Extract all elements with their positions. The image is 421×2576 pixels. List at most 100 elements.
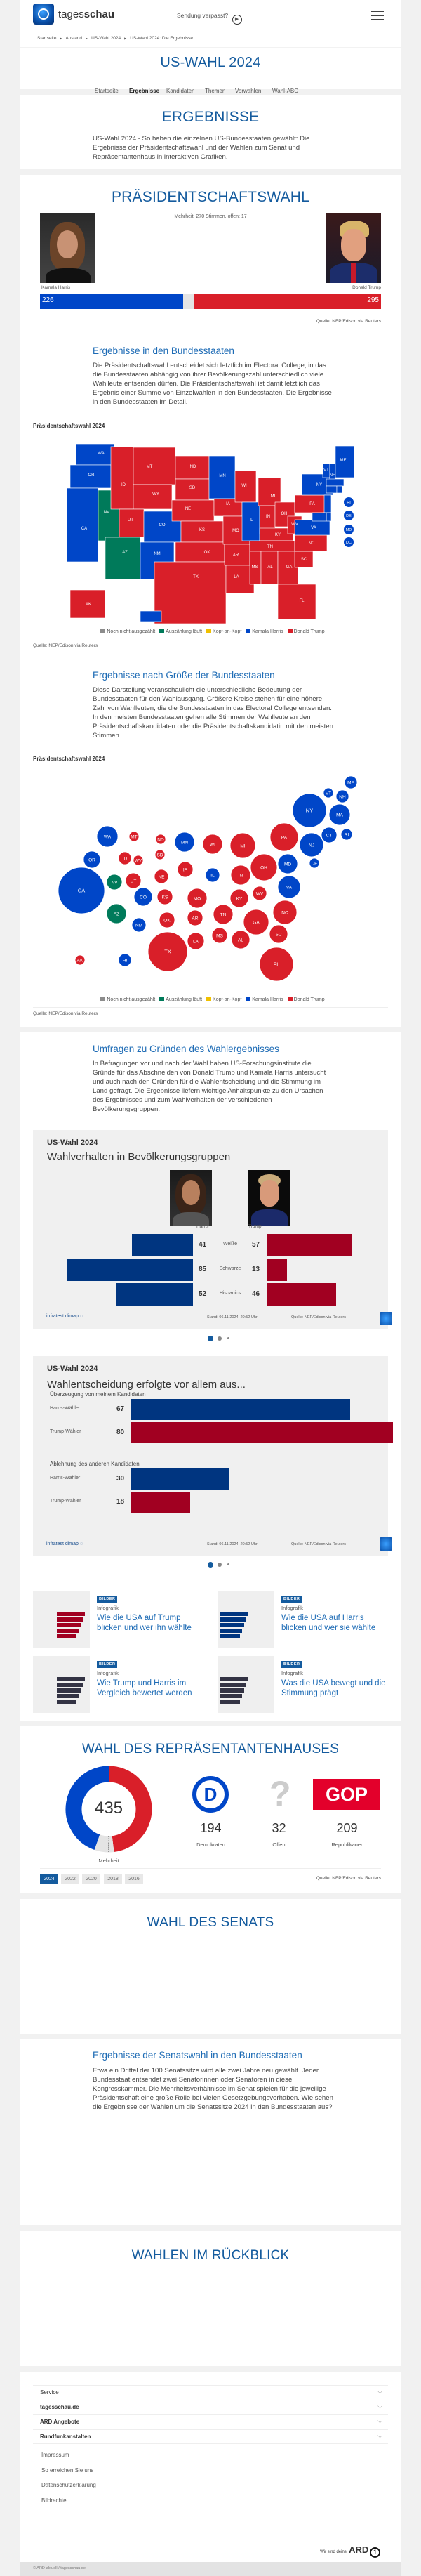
state-LA[interactable]: [225, 565, 255, 594]
bubble-MT[interactable]: [128, 831, 140, 842]
state-IL[interactable]: [241, 501, 260, 541]
bubble-WA[interactable]: [96, 825, 119, 848]
state-RI[interactable]: [336, 485, 343, 494]
dot-1[interactable]: [208, 1336, 213, 1341]
tile-thumbnail[interactable]: [218, 1591, 274, 1648]
state-AR[interactable]: [224, 544, 250, 566]
bubble-NC[interactable]: [272, 900, 298, 925]
state-OK[interactable]: [175, 541, 225, 563]
tab-startseite[interactable]: Startseite: [95, 88, 119, 94]
year-tab-2020[interactable]: 2020: [82, 1874, 100, 1884]
dot-1[interactable]: [208, 1562, 213, 1568]
bubble-NY[interactable]: [292, 793, 327, 828]
bubble-OK[interactable]: [159, 912, 175, 928]
bubble-SD[interactable]: [154, 849, 166, 860]
state-MN[interactable]: [208, 456, 236, 499]
bubble-MA[interactable]: [328, 803, 351, 826]
bubble-UT[interactable]: [125, 872, 142, 889]
tile-thumbnail[interactable]: [218, 1656, 274, 1713]
bubble-TN[interactable]: [213, 904, 234, 925]
bubble-FL[interactable]: [259, 947, 294, 982]
bubble-RI[interactable]: [340, 828, 353, 841]
state-KS[interactable]: [180, 520, 224, 543]
bubble-OR[interactable]: [83, 850, 101, 869]
bubble-WY[interactable]: [133, 855, 144, 866]
footer-link[interactable]: Datenschutzerklärung: [41, 2482, 96, 2488]
tile-title[interactable]: Wie die USA auf Trump blicken und wer ih…: [97, 1614, 192, 1632]
bubble-KY[interactable]: [229, 888, 249, 908]
bubble-IA[interactable]: [177, 861, 194, 878]
state-RI[interactable]: [344, 497, 354, 507]
state-MT[interactable]: [133, 447, 176, 485]
tab-themen[interactable]: Themen: [205, 88, 226, 94]
state-DC[interactable]: [344, 537, 354, 547]
bubble-IN[interactable]: [230, 865, 251, 886]
bubble-NJ[interactable]: [299, 832, 324, 857]
footer-section-0[interactable]: Service ⌵: [33, 2385, 388, 2400]
bubble-AZ[interactable]: [106, 903, 127, 924]
ard-logo[interactable]: Wir sind deins. ARD 1: [320, 2544, 380, 2558]
state-OR[interactable]: [69, 464, 112, 489]
tagesschau-logo[interactable]: [33, 4, 54, 25]
bubble-ME[interactable]: [344, 775, 358, 789]
year-tab-2016[interactable]: 2016: [125, 1874, 143, 1884]
tile-thumbnail[interactable]: [33, 1591, 90, 1648]
state-WI[interactable]: [234, 470, 257, 503]
state-HI[interactable]: [140, 610, 162, 622]
state-ID[interactable]: [110, 446, 134, 510]
bubble-IL[interactable]: [205, 867, 220, 883]
state-MA[interactable]: [326, 478, 345, 487]
state-CA[interactable]: [66, 487, 99, 563]
bubble-PA[interactable]: [269, 822, 299, 852]
year-tab-2018[interactable]: 2018: [104, 1874, 122, 1884]
bubble-CA[interactable]: [58, 867, 105, 914]
state-DE[interactable]: [326, 512, 332, 522]
tile-title[interactable]: Wie die USA auf Harris blicken und wer s…: [281, 1614, 376, 1632]
footer-section-3[interactable]: Rundfunkanstalten ⌵: [33, 2429, 388, 2444]
dot-2[interactable]: [218, 1563, 222, 1567]
footer-section-1[interactable]: tagesschau.de ⌵: [33, 2400, 388, 2414]
state-AK[interactable]: [69, 589, 106, 619]
dot-3[interactable]: [227, 1563, 229, 1565]
tab-wahl-abc[interactable]: Wahl-ABC: [272, 88, 299, 94]
breadcrumb-item[interactable]: Ausland: [65, 36, 83, 41]
bubble-VT[interactable]: [323, 787, 334, 799]
bubble-HI[interactable]: [118, 953, 132, 967]
footer-section-2[interactable]: ARD Angebote ⌵: [33, 2414, 388, 2429]
tile-thumbnail[interactable]: [33, 1656, 90, 1713]
bubble-ID[interactable]: [118, 851, 132, 865]
us-state-map[interactable]: WA OR CA NV ID MT WY UT AZ CO NM ND SD NE KS OK TX MN IA MO…: [0, 435, 421, 625]
state-FL[interactable]: [277, 584, 316, 620]
breadcrumb-item[interactable]: Startseite: [37, 36, 57, 41]
bubble-MD[interactable]: [277, 853, 298, 874]
state-AZ[interactable]: [105, 537, 141, 580]
bubble-WV[interactable]: [252, 886, 267, 901]
tab-vorwahlen[interactable]: Vorwahlen: [235, 88, 262, 94]
bubble-OH[interactable]: [250, 853, 278, 881]
dot-3[interactable]: [227, 1337, 229, 1339]
state-NH[interactable]: [329, 463, 336, 482]
tile-title[interactable]: Was die USA bewegt und die Stimmung präg…: [281, 1679, 386, 1697]
state-DE[interactable]: [344, 511, 354, 520]
state-TX[interactable]: [154, 561, 227, 624]
state-ME[interactable]: [335, 445, 355, 478]
bubble-VA[interactable]: [277, 875, 301, 899]
bubble-LA[interactable]: [187, 932, 205, 950]
bubble-NH[interactable]: [335, 789, 349, 803]
state-MD[interactable]: [344, 525, 354, 534]
state-SD[interactable]: [175, 478, 210, 501]
state-CT[interactable]: [326, 485, 338, 494]
hamburger-icon[interactable]: [371, 11, 384, 20]
bubble-GA[interactable]: [243, 909, 269, 935]
tile-title[interactable]: Wie Trump und Harris im Vergleich bewert…: [97, 1679, 192, 1697]
bubble-AK[interactable]: [74, 954, 86, 966]
bubble-AR[interactable]: [187, 909, 203, 926]
footer-link[interactable]: So erreichen Sie uns: [41, 2466, 94, 2473]
state-AL[interactable]: [260, 551, 279, 585]
bubble-MN[interactable]: [174, 832, 195, 853]
bubble-SC[interactable]: [269, 924, 288, 944]
bubble-TX[interactable]: [147, 931, 188, 972]
state-NE[interactable]: [171, 499, 215, 522]
bubble-MI[interactable]: [229, 832, 256, 859]
dot-2[interactable]: [218, 1336, 222, 1341]
